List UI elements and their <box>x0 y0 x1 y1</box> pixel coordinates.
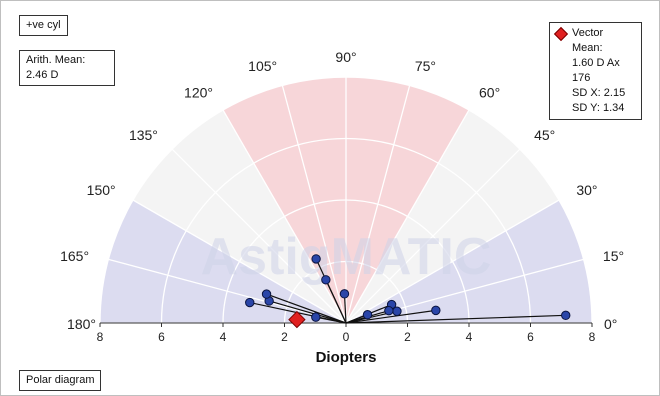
polar-diagram-label: Polar diagram <box>19 370 102 391</box>
arith-mean-box: Arith. Mean: 2.46 D <box>19 50 115 86</box>
angle-label-120: 120° <box>184 85 213 101</box>
grid-radial-75 <box>345 85 411 324</box>
point-vector-10 <box>268 300 347 324</box>
vector-mean-value: 1.60 D Ax 176 <box>572 57 620 84</box>
grid-radial-150 <box>132 199 347 324</box>
angle-label-15: 15° <box>603 248 624 264</box>
angle-label-60: 60° <box>479 85 500 101</box>
angle-label-75: 75° <box>415 58 436 74</box>
arith-mean-title: Arith. Mean: <box>26 54 86 66</box>
data-point-11 <box>261 289 272 299</box>
grid-radial-165 <box>108 258 347 324</box>
angle-label-150: 150° <box>87 182 116 198</box>
data-point-6 <box>339 289 350 299</box>
vector-mean-diamond-icon <box>553 26 569 42</box>
grid-radial-135 <box>171 148 347 324</box>
angle-label-30: 30° <box>576 182 597 198</box>
grid-radial-30 <box>345 199 560 324</box>
data-point-4 <box>384 306 394 316</box>
angle-label-45: 45° <box>534 127 555 143</box>
vector-mean-marker <box>288 310 306 329</box>
point-vector-1 <box>345 309 436 324</box>
angle-label-180: 180° <box>67 316 96 332</box>
cyl-sign-text: +ve cyl <box>26 19 61 31</box>
sd-x-value: SD X: 2.15 <box>572 87 626 99</box>
polar-diagram-text: Polar diagram <box>26 374 95 386</box>
points-layer <box>245 254 571 329</box>
x-tick-label: 0 <box>343 330 350 344</box>
point-vector-11 <box>266 293 347 324</box>
x-tick-label: 2 <box>281 330 288 344</box>
data-point-9 <box>311 312 321 322</box>
cyl-sign-label: +ve cyl <box>19 15 68 36</box>
x-tick-label: 2 <box>404 330 411 344</box>
watermark-text: AstigMATIC <box>201 228 492 286</box>
arith-mean-value: 2.46 D <box>26 69 59 81</box>
sector-1 <box>346 200 592 323</box>
x-tick-label: 6 <box>158 330 165 344</box>
angle-label-90: 90° <box>335 49 356 65</box>
angle-label-165: 165° <box>60 248 89 264</box>
data-point-3 <box>392 306 402 316</box>
x-tick-label: 6 <box>527 330 534 344</box>
x-tick-label: 4 <box>220 330 227 344</box>
data-point-12 <box>245 297 255 308</box>
grid-radial-105 <box>281 85 347 324</box>
grid-radial-60 <box>345 109 470 324</box>
angle-label-105: 105° <box>248 58 277 74</box>
vector-mean-title: Vector Mean: <box>572 27 604 54</box>
data-point-7 <box>321 275 331 285</box>
grid-radial-120 <box>222 109 347 324</box>
point-vector-8 <box>315 258 347 324</box>
data-point-1 <box>431 305 441 316</box>
data-point-0 <box>561 310 571 321</box>
sd-y-value: SD Y: 1.34 <box>572 102 625 114</box>
x-tick-label: 8 <box>589 330 596 344</box>
angle-label-0: 0° <box>604 316 617 332</box>
x-tick-label: 8 <box>97 330 104 344</box>
data-point-5 <box>362 310 373 320</box>
point-vector-0 <box>345 314 566 324</box>
angle-label-135: 135° <box>129 127 158 143</box>
x-tick-label: 4 <box>466 330 473 344</box>
vector-mean-legend: Vector Mean: 1.60 D Ax 176 SD X: 2.15 SD… <box>549 22 642 120</box>
data-point-8 <box>311 254 321 264</box>
x-axis-title: Diopters <box>316 349 377 366</box>
sector-2 <box>100 200 346 323</box>
point-vector-6 <box>343 293 347 324</box>
grid-radial-45 <box>345 148 521 324</box>
